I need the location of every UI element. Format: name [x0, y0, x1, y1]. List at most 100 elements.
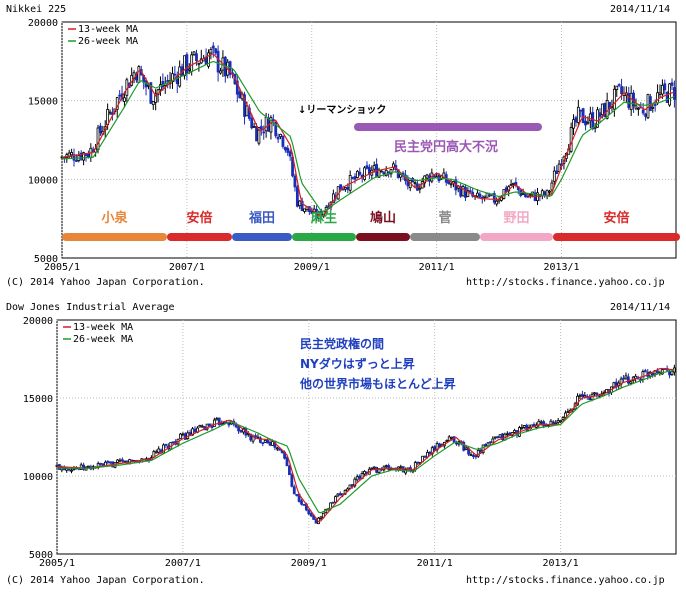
- era-label: 野田: [503, 211, 529, 226]
- candle-up: [404, 469, 408, 474]
- candle-up: [157, 448, 161, 453]
- dow-copyright: (C) 2014 Yahoo Japan Corporation.: [6, 575, 205, 586]
- candle-up: [353, 478, 357, 487]
- candle-up: [200, 425, 204, 428]
- candle-up: [70, 469, 73, 472]
- legend-entry: 26-week MA: [78, 36, 138, 47]
- candle-down: [358, 475, 362, 479]
- candle-up: [108, 111, 112, 114]
- series-line-ma13: [56, 367, 675, 523]
- candle-up: [636, 107, 640, 110]
- era-bar: [553, 233, 680, 241]
- plot-frame: [56, 319, 677, 555]
- candle-up: [336, 493, 340, 497]
- candle-up: [658, 92, 662, 95]
- candle-up: [561, 417, 565, 420]
- candle-down: [79, 152, 83, 160]
- candle-up: [384, 465, 388, 468]
- candle-down: [406, 178, 410, 187]
- candle-down: [185, 54, 189, 74]
- candle-down: [118, 94, 122, 97]
- candle-down: [283, 146, 287, 151]
- candle-down: [235, 80, 239, 95]
- candle-up: [355, 170, 359, 178]
- dpj-label: 民主党円高大不況: [394, 139, 498, 155]
- candle-down: [250, 117, 254, 129]
- candle-up: [469, 454, 473, 457]
- candle-down: [67, 468, 71, 471]
- candle-up: [461, 186, 465, 197]
- candle-up: [600, 103, 604, 116]
- candle-down: [670, 82, 674, 86]
- candle-down: [641, 109, 645, 114]
- candle-up: [651, 106, 655, 109]
- candle-up: [413, 182, 417, 185]
- candle-up: [485, 192, 489, 198]
- legend-entry: 26-week MA: [73, 334, 133, 345]
- candle-down: [193, 428, 197, 433]
- dow-annotation-line: 民主党政権の間: [300, 336, 384, 351]
- y-tick-label: 10000: [28, 175, 58, 186]
- dow-panel: Dow Jones Industrial Average 2014/11/14 …: [0, 300, 686, 603]
- candle-up: [528, 194, 532, 196]
- candle-down: [130, 459, 134, 462]
- candle-down: [382, 172, 386, 175]
- candle-down: [651, 373, 654, 376]
- candle-up: [171, 73, 174, 83]
- series-line-ma26: [61, 60, 675, 212]
- lehman-annotation: ↓リーマンショック: [298, 104, 386, 116]
- candle-up: [646, 94, 650, 119]
- candle-down: [239, 429, 243, 433]
- candle-up: [118, 459, 122, 462]
- candle-up: [269, 117, 273, 133]
- era-bar: [480, 233, 553, 241]
- candle-down: [164, 443, 168, 446]
- era-label: 安倍: [603, 210, 629, 226]
- candle-up: [566, 411, 570, 413]
- candle-down: [173, 73, 177, 76]
- candle-down: [310, 210, 314, 214]
- candle-up: [154, 93, 158, 103]
- candle-down: [286, 147, 290, 153]
- candle-down: [468, 190, 472, 193]
- candle-up: [137, 66, 141, 83]
- candle-down: [438, 443, 441, 448]
- candle-up: [162, 444, 165, 454]
- candle-up: [450, 436, 454, 439]
- series-line-ma26: [57, 369, 675, 514]
- candle-up: [612, 88, 616, 110]
- candle-up: [548, 190, 551, 193]
- candle-up: [377, 468, 381, 473]
- candle-down: [331, 501, 335, 504]
- candle-up: [513, 430, 516, 433]
- candle-down: [300, 500, 303, 505]
- candle-up: [554, 422, 558, 425]
- candle-up: [495, 200, 499, 205]
- candle-down: [663, 83, 667, 91]
- candle-down: [643, 370, 647, 372]
- candle-up: [425, 174, 429, 179]
- candle-down: [216, 50, 220, 73]
- x-tick-label: 2009/1: [291, 558, 327, 569]
- era-bar: [232, 233, 292, 241]
- candle-up: [629, 381, 633, 384]
- candle-down: [338, 493, 342, 496]
- candle-down: [261, 442, 265, 444]
- candle-down: [237, 426, 240, 432]
- candle-down: [258, 437, 262, 443]
- candle-down: [387, 465, 391, 470]
- candle-up: [252, 126, 256, 128]
- candle-up: [334, 496, 337, 503]
- candle-up: [656, 92, 659, 104]
- candle-down: [214, 48, 218, 54]
- candle-down: [551, 421, 555, 425]
- y-tick-label: 5000: [29, 550, 53, 561]
- candle-down: [276, 136, 280, 140]
- candle-up: [660, 85, 664, 95]
- candle-down: [496, 436, 500, 439]
- candle-down: [255, 126, 258, 142]
- era-label: 福田: [248, 210, 275, 226]
- candle-up: [303, 208, 306, 212]
- candle-down: [243, 94, 246, 117]
